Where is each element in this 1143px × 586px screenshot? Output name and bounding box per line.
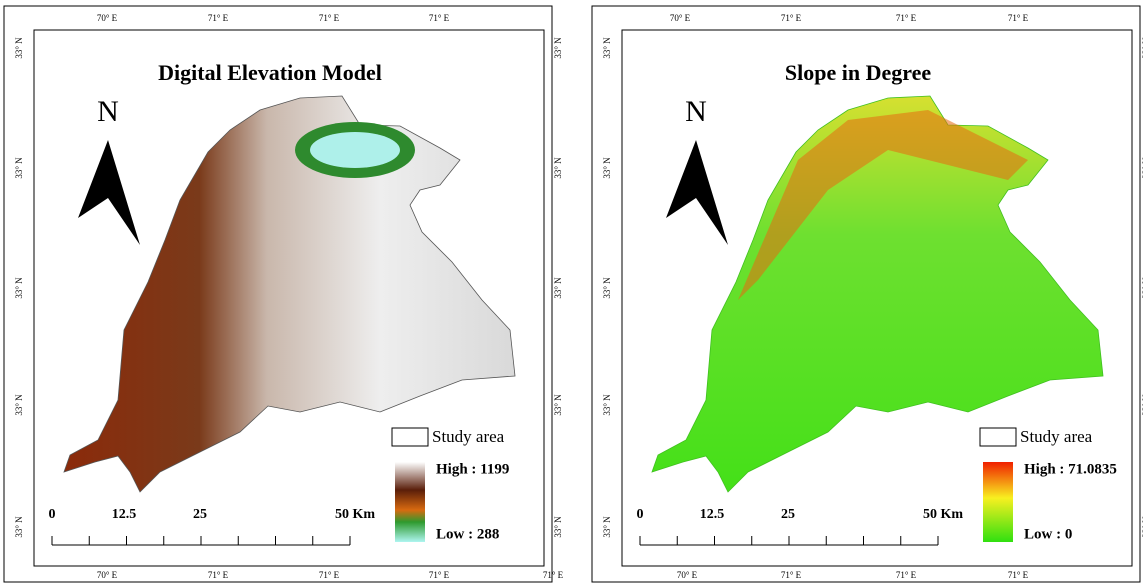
map-title: Digital Elevation Model: [158, 60, 382, 85]
left-label: 33° N: [14, 37, 24, 59]
bottom-label: 71° E: [781, 570, 802, 580]
scale-label: 25: [781, 507, 795, 522]
top-label: 70° E: [97, 13, 118, 23]
bottom-label: 71° E: [896, 570, 917, 580]
left-label: 33° N: [602, 37, 612, 59]
top-label: 71° E: [319, 13, 340, 23]
right-label: 33° N: [553, 157, 563, 179]
scale-label: 50 Km: [335, 507, 375, 522]
scale-label: 12.5: [700, 507, 725, 522]
map-panel: 70° E 71° E 71° E 71° E 70° E 71° E 71° E 71° E…: [592, 6, 1143, 582]
figure: 70° E 71° E 71° E 71° E 70° E 71° E 71° E 71° E…: [0, 0, 1143, 586]
right-label: 33° N: [553, 394, 563, 416]
top-label: 71° E: [896, 13, 917, 23]
left-label: 33° N: [14, 157, 24, 179]
legend-high: High : 71.0835: [1024, 461, 1117, 477]
north-arrow: [78, 140, 140, 245]
right-label: 33° N: [553, 37, 563, 59]
top-label: 71° E: [1008, 13, 1029, 23]
legend-boundary-label: Study area: [432, 427, 505, 446]
legend-boundary-box: [392, 428, 428, 446]
map-panel: 70° E 71° E 71° E 71° E 70° E 71° E 71° E 71° E…: [4, 6, 564, 582]
scale-label: 12.5: [112, 507, 137, 522]
scale-label: 0: [637, 507, 644, 522]
left-label: 33° N: [14, 277, 24, 299]
bottom-label: 71° E: [1008, 570, 1029, 580]
north-label: N: [97, 95, 119, 128]
legend-ramp: [983, 462, 1013, 542]
north-label: N: [685, 95, 707, 128]
bottom-label: 70° E: [677, 570, 698, 580]
legend-boundary-box: [980, 428, 1016, 446]
left-label: 33° N: [602, 277, 612, 299]
map-title: Slope in Degree: [785, 60, 931, 85]
bottom-label: 70° E: [97, 570, 118, 580]
scale-label: 0: [49, 507, 56, 522]
top-label: 71° E: [429, 13, 450, 23]
left-label: 33° N: [14, 516, 24, 538]
right-label: 33° N: [553, 277, 563, 299]
legend-low: Low : 288: [436, 526, 499, 542]
bottom-label: 71° E: [429, 570, 450, 580]
top-label: 71° E: [208, 13, 229, 23]
left-label: 33° N: [14, 394, 24, 416]
north-arrow: [666, 140, 728, 245]
left-label: 33° N: [602, 516, 612, 538]
basin: [310, 132, 400, 168]
right-label: 33° N: [553, 516, 563, 538]
scale-label: 25: [193, 507, 207, 522]
left-label: 33° N: [602, 157, 612, 179]
legend-high: High : 1199: [436, 461, 509, 477]
left-label: 33° N: [602, 394, 612, 416]
bottom-label: 71° E: [319, 570, 340, 580]
bottom-label: 71° E: [543, 570, 564, 580]
top-label: 71° E: [781, 13, 802, 23]
legend-low: Low : 0: [1024, 526, 1072, 542]
scale-label: 50 Km: [923, 507, 963, 522]
legend-ramp: [395, 462, 425, 542]
top-label: 70° E: [670, 13, 691, 23]
legend-boundary-label: Study area: [1020, 427, 1093, 446]
bottom-label: 71° E: [208, 570, 229, 580]
